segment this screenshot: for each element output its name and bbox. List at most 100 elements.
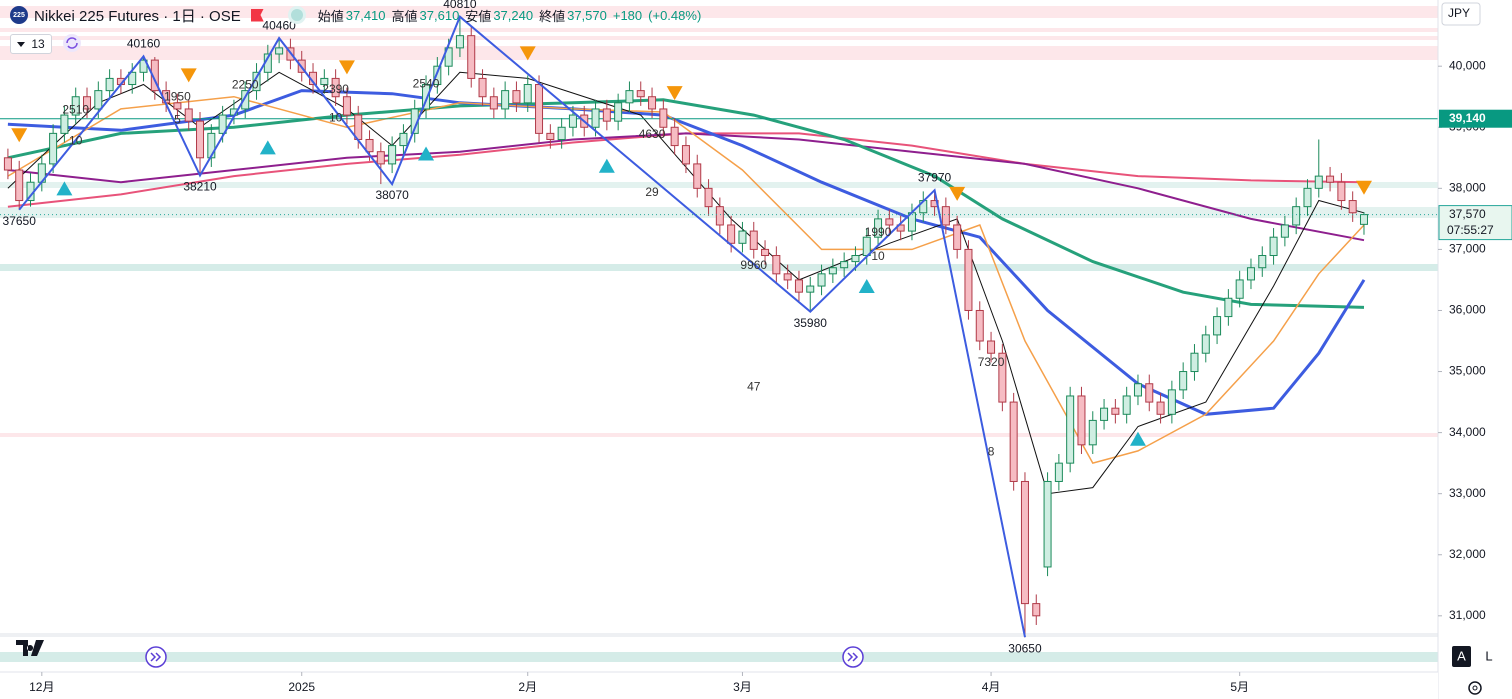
candle-body (975, 309, 984, 342)
candle-body (715, 206, 724, 226)
indicator-toggle[interactable]: 13 (10, 34, 52, 54)
candle-body (422, 84, 431, 110)
candle-body (1303, 187, 1312, 208)
candle-body (851, 255, 860, 263)
plot-area: 37650 40160 38210 40460 38070 40810 35980 37970… (0, 0, 1438, 655)
candle-body (1201, 334, 1210, 354)
sell-signal (949, 186, 966, 201)
candle-body (670, 126, 679, 147)
candle-body (512, 90, 521, 104)
annotation: 10 (329, 110, 343, 124)
flag-icon[interactable] (250, 8, 264, 22)
candle-body (749, 230, 758, 250)
annotation: 5 (174, 113, 181, 127)
candle-body (546, 132, 555, 140)
candle-body (535, 84, 544, 134)
annotation: 9960 (740, 258, 767, 272)
settings-icon-center (1472, 685, 1478, 691)
candle-body (1359, 214, 1368, 225)
annotation: 7320 (978, 355, 1005, 369)
symbol-icon[interactable]: 225 (10, 6, 28, 24)
status-dot (287, 6, 306, 24)
buy-signal (858, 279, 875, 294)
zigzag-label: 35980 (794, 316, 828, 330)
annotation: 8 (988, 444, 995, 458)
moving-average (7, 132, 1365, 242)
candle-body (806, 285, 815, 293)
ohlc-value: 37,410 (345, 7, 386, 23)
candle-body (218, 114, 227, 134)
log-scale-label[interactable]: L (1485, 648, 1492, 663)
candle-body (1224, 297, 1233, 318)
zone (0, 46, 1438, 60)
y-tick-label: 33,000 (1449, 486, 1486, 500)
candle-body (941, 206, 950, 226)
currency-button[interactable] (1441, 2, 1481, 26)
ohlc-label: 始値 (317, 8, 344, 24)
candle-body (727, 224, 736, 244)
y-tick-label: 35,000 (1449, 364, 1486, 378)
x-tick-label: 2025 (288, 680, 315, 694)
candle-body (1292, 206, 1301, 226)
symbol-title[interactable]: Nikkei 225 Futures · 1日 · OSE (34, 7, 241, 25)
candle-body (1156, 401, 1165, 415)
sell-signal (666, 86, 683, 101)
candle-body (602, 108, 611, 122)
candle-body (636, 90, 645, 98)
settings-icon[interactable] (1468, 681, 1482, 695)
change: +180 (612, 7, 643, 23)
candle-body (1337, 181, 1346, 202)
candle-body (1054, 462, 1063, 482)
ohlc-label: 終値 (539, 8, 566, 24)
buy-signal (1129, 431, 1146, 446)
candle-body (1348, 200, 1357, 214)
buy-signal (418, 146, 435, 161)
annotation: 2390 (322, 82, 349, 96)
candle-body (659, 108, 668, 128)
ohlc-label: 安値 (465, 8, 492, 24)
candle-body (614, 102, 623, 122)
candle-body (1258, 255, 1267, 269)
auto-scale-label[interactable]: A (1457, 648, 1466, 663)
sell-signal (1355, 180, 1372, 195)
annotation: 10 (871, 249, 885, 263)
candle-body (139, 59, 148, 73)
zone (0, 652, 1438, 662)
moving-average (7, 98, 1365, 309)
candle-body (783, 273, 792, 281)
candle-body (444, 47, 453, 67)
event-icon-arrow (847, 652, 859, 662)
y-tick-label: 38,000 (1449, 181, 1486, 195)
candle-body (1190, 352, 1199, 373)
candle-body (964, 248, 973, 311)
zone (0, 433, 1438, 437)
candle-body (568, 114, 577, 128)
candle-body (828, 267, 837, 275)
candle-body (1213, 316, 1222, 336)
refresh-icon[interactable] (63, 34, 81, 52)
candle-body (557, 126, 566, 140)
candle-body (1032, 603, 1041, 617)
price-line-label: 39,140 (1449, 111, 1486, 125)
candle-body (1314, 175, 1323, 189)
refresh-icon-arrows (66, 37, 78, 49)
logo[interactable] (16, 640, 44, 656)
zigzag-label: 40810 (443, 0, 477, 11)
candle-body (625, 90, 634, 104)
candle-body (998, 352, 1007, 403)
x-tick-label: 5月 (1230, 680, 1249, 694)
candle-body (150, 59, 159, 92)
candle-body (693, 163, 702, 189)
annotation: 47 (747, 380, 761, 394)
annotation: 4630 (639, 127, 666, 141)
moving-average (7, 89, 1366, 416)
legend-header: 225 Nikkei 225 Futures · 1日 · OSE 始値 37,4… (10, 4, 707, 26)
currency[interactable]: JPY (1448, 6, 1470, 20)
auto-scale-button[interactable] (1452, 646, 1471, 667)
last-price-label: 37,570 (1449, 207, 1486, 221)
candle-body (738, 230, 747, 244)
candle-body (1066, 395, 1075, 464)
zone (0, 633, 1438, 637)
candle-body (184, 108, 193, 122)
candle-body (591, 108, 600, 128)
